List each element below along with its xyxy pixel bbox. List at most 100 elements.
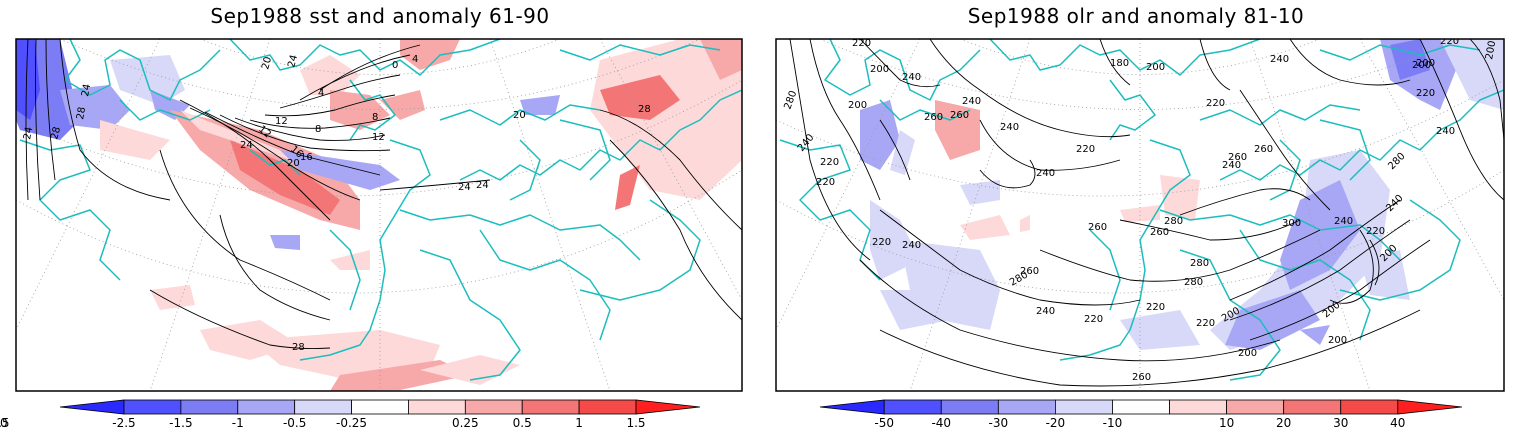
colorbar-bin bbox=[237, 399, 296, 415]
sst-contour-label: 4 bbox=[412, 54, 418, 65]
olr-contour-label: 220 bbox=[1416, 88, 1435, 99]
olr-graticule bbox=[776, 39, 1504, 391]
olr-contour-label: 260 bbox=[1228, 152, 1247, 163]
olr-contour-label: 220 bbox=[1076, 144, 1095, 155]
sst-coastlines bbox=[19, 39, 742, 381]
olr-contour-label: 240 bbox=[1036, 306, 1055, 317]
colorbar-tick-label: 0.5 bbox=[513, 416, 532, 430]
sst-contour-label: 20 bbox=[513, 110, 526, 121]
colorbar-bin bbox=[940, 399, 999, 415]
olr-contour-label: 280 bbox=[1190, 258, 1209, 269]
sst-contour-label: 28 bbox=[49, 126, 63, 141]
colorbar-bin bbox=[1169, 399, 1227, 415]
sst-contour-label: 0 bbox=[392, 60, 398, 71]
sst-contour-label: 20 bbox=[287, 158, 300, 169]
colorbar-bin bbox=[521, 399, 580, 415]
sst-contour-label: 16 bbox=[300, 152, 313, 163]
olr-contour-label: 180 bbox=[1110, 58, 1129, 69]
sst-contour-label: 24 bbox=[476, 180, 489, 191]
sst-contour-label: 24 bbox=[286, 54, 300, 69]
olr-contours bbox=[789, 39, 1504, 387]
sst-contour-label: 28 bbox=[75, 106, 88, 120]
colorbar-bin bbox=[578, 399, 637, 415]
olr-contour-label: 240 bbox=[962, 96, 981, 107]
colorbar-tick-label: 2.5 bbox=[0, 416, 10, 430]
colorbar-bin bbox=[464, 399, 523, 415]
olr-contour-label: 240 bbox=[902, 240, 921, 251]
colorbar-tick-label: -50 bbox=[874, 416, 894, 430]
olr-contour-label: 220 bbox=[820, 157, 839, 168]
olr-contour-label: 220 bbox=[1366, 226, 1385, 237]
sst-contour-label: 8 bbox=[315, 124, 321, 135]
sst-contour-label: 24 bbox=[80, 83, 93, 97]
sst-contour-label: 24 bbox=[22, 126, 35, 140]
colorbar-bin bbox=[294, 399, 352, 415]
colorbar-arrow-low bbox=[819, 399, 885, 415]
olr-contour-label: 200 bbox=[870, 64, 889, 75]
colorbar-bin bbox=[180, 399, 239, 415]
olr-contour-label: 240 bbox=[1436, 126, 1455, 137]
colorbar-tick-label: 1.5 bbox=[626, 416, 645, 430]
olr-contour-label: 260 bbox=[1150, 227, 1169, 238]
colorbar-tick-label: 0.25 bbox=[452, 416, 479, 430]
sst-contour-label: 12 bbox=[372, 132, 385, 143]
olr-map-frame bbox=[775, 38, 1505, 392]
olr-contour-label: 240 bbox=[1036, 168, 1055, 179]
sst-map: 24 28 24 0 4 4 12 8 20 8 12 16 20 24 24 … bbox=[15, 38, 743, 392]
olr-contour-label: 240 bbox=[1270, 54, 1289, 65]
colorbar-bin bbox=[123, 399, 182, 415]
colorbar-tick-label: -1.5 bbox=[169, 416, 192, 430]
olr-contour-label: 240 bbox=[902, 72, 921, 83]
colorbar-bin bbox=[1112, 399, 1170, 415]
colorbar-tick-label: 30 bbox=[1333, 416, 1348, 430]
olr-coastlines bbox=[779, 39, 1504, 381]
colorbar-tick-label: -30 bbox=[989, 416, 1009, 430]
colorbar-tick-label: -10 bbox=[1103, 416, 1123, 430]
olr-contour-label: 220 bbox=[872, 237, 891, 248]
colorbar-tick-label: -20 bbox=[1046, 416, 1066, 430]
colorbar-tick-label: 10 bbox=[1219, 416, 1234, 430]
sst-colorbar: -2.5 -1.5 -1 -0.5 -0.25 0.25 0.5 1 1.5 2.5 bbox=[0, 399, 701, 430]
colorbar-bin bbox=[883, 399, 942, 415]
olr-map: 220 220 220 200 240 260 280 200 240 260 … bbox=[775, 38, 1505, 392]
sst-contour-label: 4 bbox=[318, 88, 324, 99]
sst-contour-label: 8 bbox=[372, 112, 378, 123]
olr-contour-label: 260 bbox=[924, 112, 943, 123]
colorbar-tick-label: 50 bbox=[0, 416, 8, 430]
olr-contour-label: 260 bbox=[1020, 266, 1039, 277]
colorbar-tick-label: 40 bbox=[1390, 416, 1405, 430]
colorbar-tick-label: 20 bbox=[1276, 416, 1291, 430]
colorbar-tick-label: -0.5 bbox=[283, 416, 306, 430]
olr-contour-label: 280 bbox=[1164, 216, 1183, 227]
colorbar-tick-label: -40 bbox=[931, 416, 951, 430]
olr-contour-label: 200 bbox=[1328, 335, 1347, 346]
sst-graticule bbox=[16, 39, 742, 391]
olr-contour-label: 260 bbox=[1132, 372, 1151, 383]
sst-panel-title: Sep1988 sst and anomaly 61-90 bbox=[210, 4, 550, 28]
olr-panel-title: Sep1988 olr and anomaly 81-10 bbox=[967, 4, 1305, 28]
colorbar-arrow-low bbox=[59, 399, 125, 415]
colorbar-tick-label: 1 bbox=[575, 416, 583, 430]
olr-contour-label: 240 bbox=[1000, 122, 1019, 133]
sst-anomaly-shading bbox=[16, 39, 742, 391]
olr-contour-label: 260 bbox=[1088, 222, 1107, 233]
olr-contour-label: 200 bbox=[1416, 58, 1435, 69]
olr-contour-label: 220 bbox=[852, 38, 871, 49]
sst-map-frame bbox=[15, 38, 743, 392]
sst-contour-label: 20 bbox=[260, 56, 274, 71]
colorbar-bin bbox=[1226, 399, 1285, 415]
colorbar-tick-label: -2.5 bbox=[112, 416, 135, 430]
olr-contour-label: 200 bbox=[1484, 40, 1498, 61]
colorbar-bin bbox=[408, 399, 466, 415]
olr-contour-label: 260 bbox=[950, 110, 969, 121]
olr-contour-label: 240 bbox=[1334, 216, 1353, 227]
sst-contours bbox=[25, 39, 742, 350]
colorbar-tick-label: -1 bbox=[232, 416, 244, 430]
sst-contour-label: 24 bbox=[458, 182, 471, 193]
olr-contour-label: 220 bbox=[1146, 302, 1165, 313]
olr-contour-label: 220 bbox=[1196, 318, 1215, 329]
olr-contour-label: 300 bbox=[1282, 218, 1301, 229]
sst-contour-label: 28 bbox=[292, 342, 305, 353]
colorbar-bin bbox=[1055, 399, 1113, 415]
